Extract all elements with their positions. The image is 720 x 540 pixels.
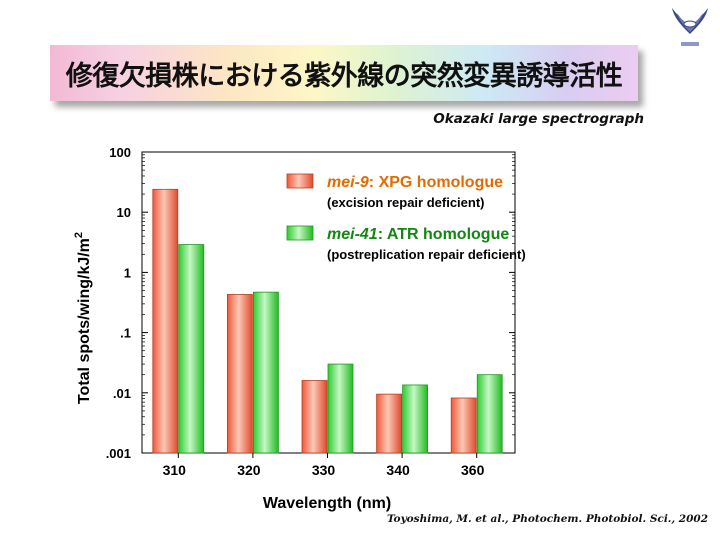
- legend-label-mei-41: mei-41: ATR homologue: [327, 226, 509, 243]
- legend-series-desc-mei-9: : XPG homologue: [369, 174, 503, 191]
- legend-label-mei-9: mei-9: XPG homologue: [327, 174, 503, 191]
- y-tick-label: .01: [113, 386, 131, 401]
- bar-mei-9-360: [450, 397, 477, 454]
- bar-mei-41-320: [252, 291, 279, 454]
- legend-series-desc-mei-41: : ATR homologue: [378, 226, 510, 243]
- legend-swatch-mei-9: [286, 173, 314, 189]
- y-axis-title-main: Total spots/wing/kJ/m: [76, 238, 93, 404]
- legend-sublabel-mei-41: (postreplication repair deficient): [327, 247, 526, 262]
- bar-mei-41-330: [327, 363, 354, 454]
- y-tick-label: 1: [124, 265, 131, 280]
- subtitle: Okazaki large spectrograph: [433, 111, 644, 127]
- citation: Toyoshima, M. et al., Photochem. Photobi…: [386, 513, 708, 525]
- title-banner: 修復欠損株における紫外線の突然変異誘導活性: [50, 45, 638, 101]
- legend-sublabel-mei-9: (excision repair deficient): [327, 195, 485, 210]
- y-tick-label: 10: [117, 205, 131, 220]
- bar-mei-41-360: [476, 374, 503, 454]
- slide-title: 修復欠損株における紫外線の突然変異誘導活性: [65, 60, 623, 92]
- x-tick-label: 320: [237, 462, 261, 478]
- legend-series-name-mei-9: mei-9: [327, 174, 369, 191]
- university-emblem-icon: [672, 8, 708, 46]
- x-tick-label: 330: [312, 462, 336, 478]
- y-axis-title-superscript: 2: [73, 232, 85, 238]
- y-tick-label: .1: [120, 326, 131, 341]
- bar-mei-9-310: [152, 188, 179, 454]
- y-tick-label: 100: [109, 145, 131, 160]
- bar-mei-9-330: [301, 380, 328, 454]
- bar-mei-9-320: [226, 294, 253, 454]
- x-tick-label: 310: [163, 462, 187, 478]
- y-tick-label: .001: [106, 446, 131, 461]
- legend-series-name-mei-41: mei-41: [327, 226, 378, 243]
- bar-mei-41-340: [402, 384, 429, 454]
- y-axis-title: Total spots/wing/kJ/m2: [73, 232, 93, 404]
- x-axis-title: Wavelength (nm): [263, 495, 391, 512]
- bar-mei-41-310: [178, 244, 205, 454]
- x-tick-label: 340: [386, 462, 410, 478]
- legend-swatch-mei-41: [286, 225, 314, 241]
- bar-mei-9-340: [376, 393, 403, 454]
- x-tick-label: 360: [461, 462, 485, 478]
